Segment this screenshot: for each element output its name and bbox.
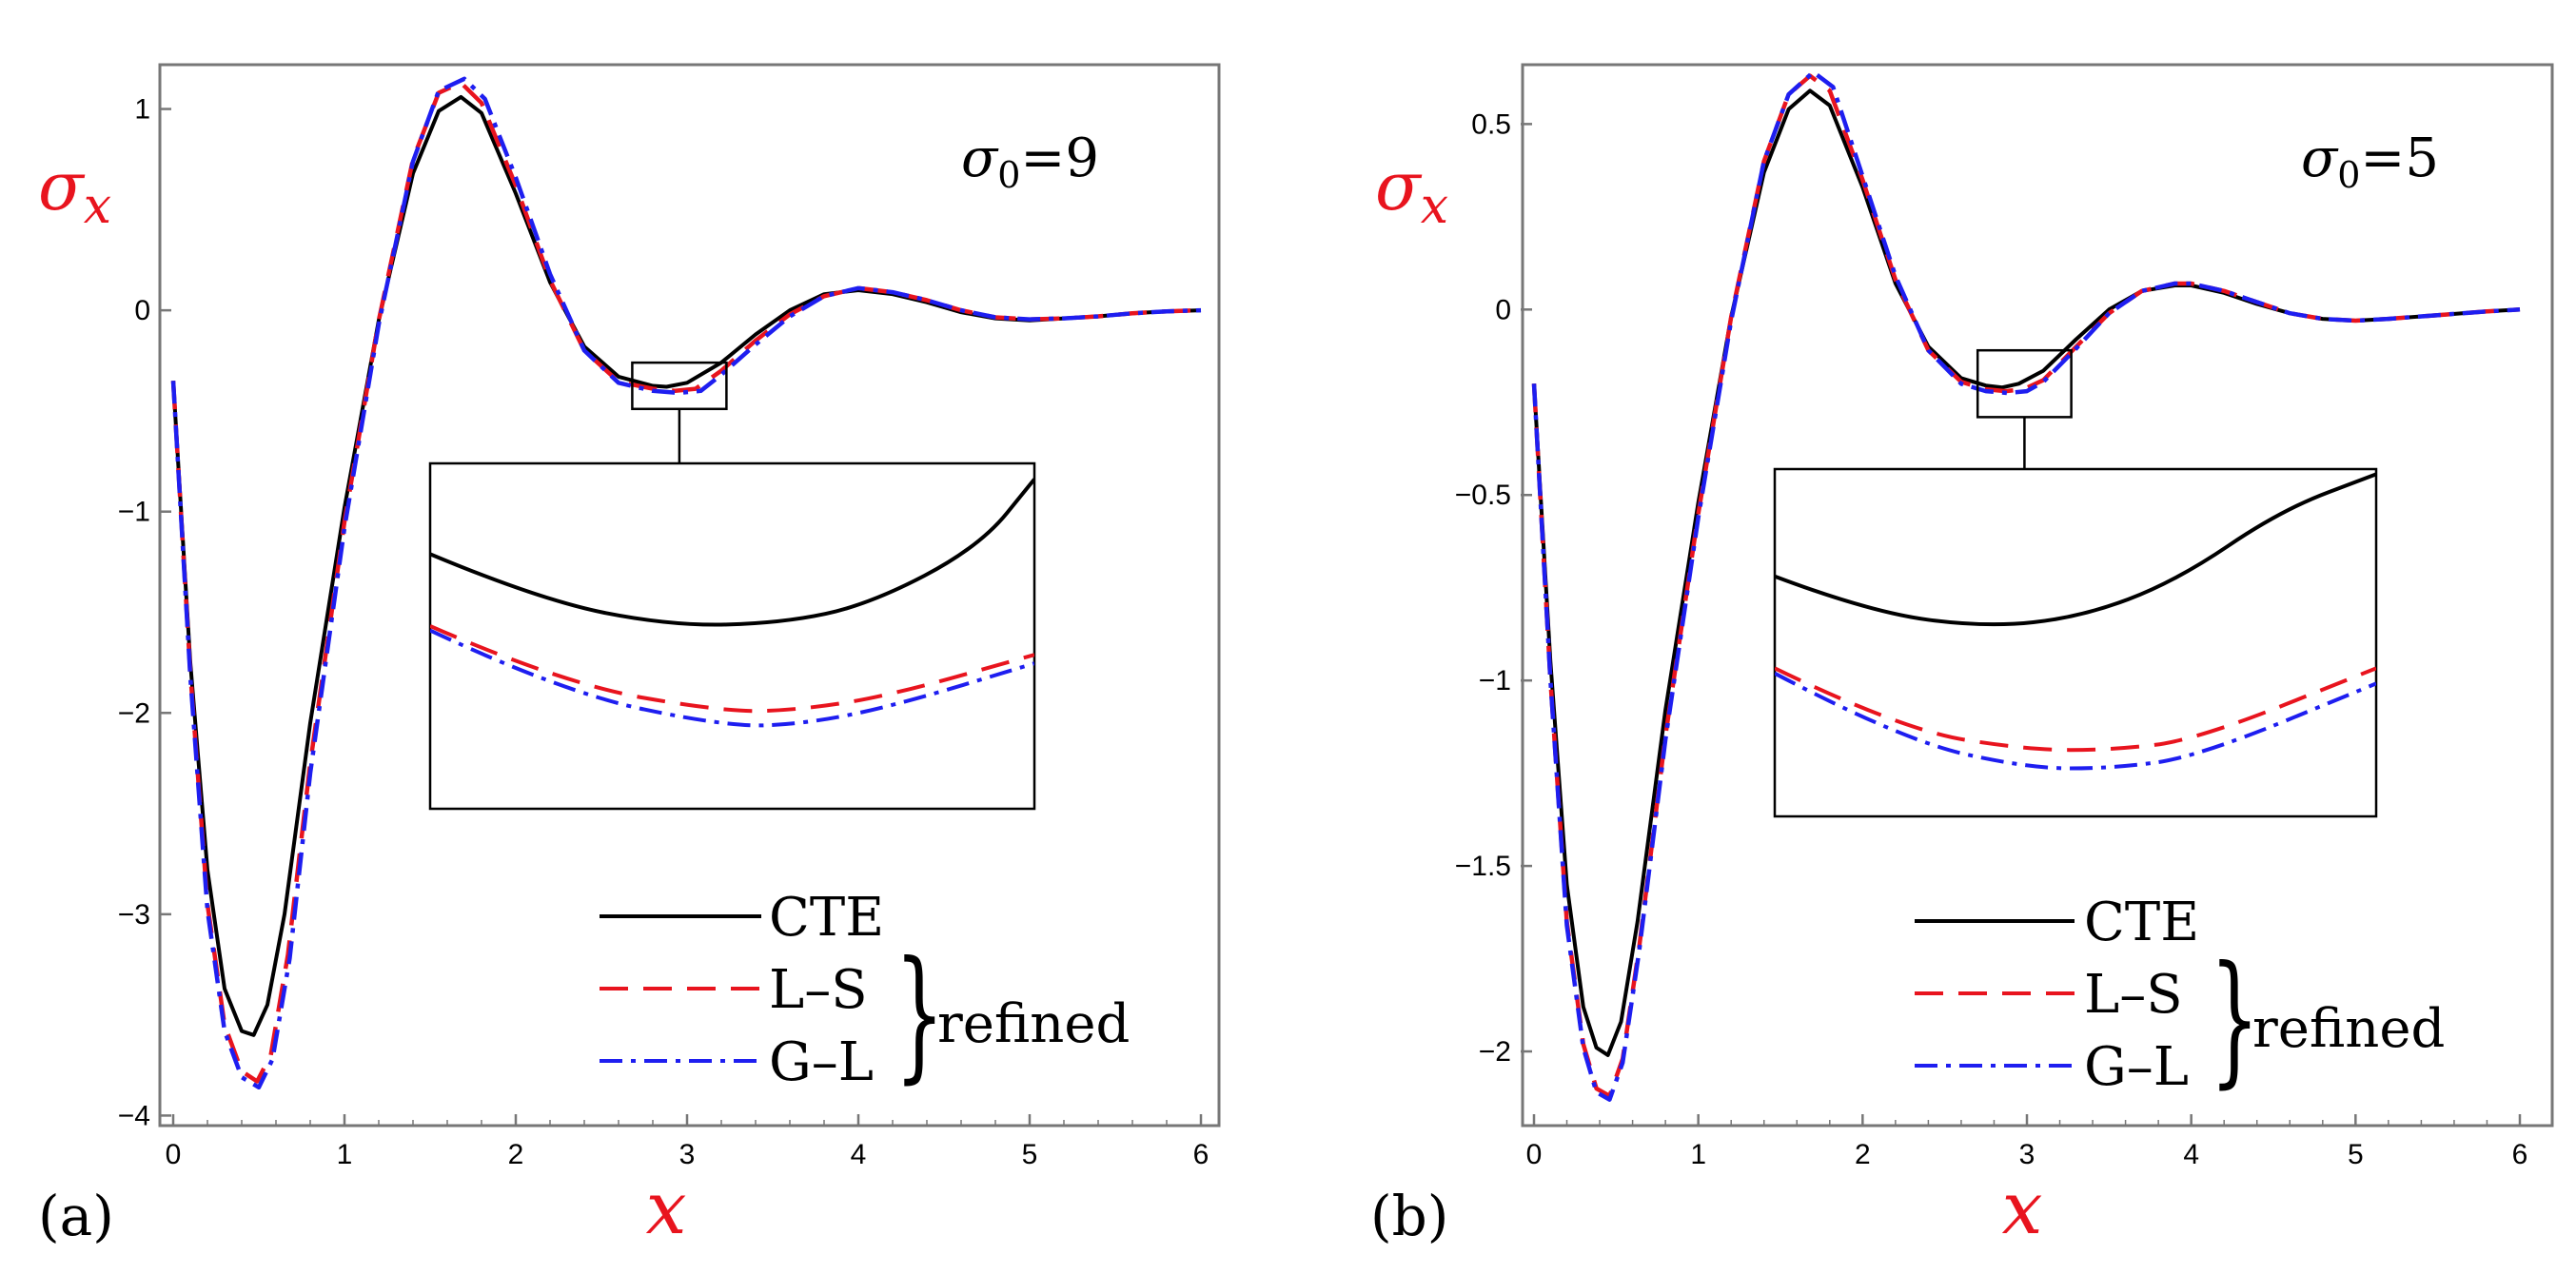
x-tick-label: 6 <box>2512 1139 2528 1170</box>
chart-panel-b: 0 1 2 3 4 5 6 0.5 0 −0.5 −1 −1.5 −2 CTE L–S G–L}refin… <box>1370 63 2554 1250</box>
y-tick-label: −1 <box>118 497 150 528</box>
inset-frame <box>1773 467 2378 818</box>
x-axis-label: x <box>646 1166 687 1250</box>
plot-frame <box>158 63 1221 1128</box>
plot-frame <box>1521 63 2554 1128</box>
inset-line-gl <box>1775 671 2376 771</box>
legend: CTE L–S G–L}refined <box>600 887 1130 1097</box>
x-tick-label: 3 <box>2019 1139 2035 1170</box>
x-tick-label: 4 <box>851 1139 867 1170</box>
legend: CTE L–S G–L}refined <box>1915 892 2445 1102</box>
panel-label: (a) <box>38 1184 114 1248</box>
legend-label: CTE <box>769 887 884 949</box>
curves <box>170 76 1202 1090</box>
legend-group-label: refined <box>2252 998 2445 1060</box>
x-tick-label: 6 <box>1193 1139 1209 1170</box>
series-line-gl <box>170 76 1202 1090</box>
x-axis-label: x <box>2002 1166 2043 1250</box>
inset-line-cte <box>1775 472 2376 627</box>
y-tick-label: −2 <box>1479 1036 1511 1068</box>
x-tick-label: 2 <box>508 1139 524 1170</box>
legend-label: G–L <box>769 1031 874 1093</box>
zoom-box <box>631 361 728 411</box>
x-axis: 0 1 2 3 4 5 6 <box>166 1114 1209 1170</box>
inset-line-ls <box>1775 666 2376 753</box>
x-tick-label: 0 <box>1526 1139 1543 1170</box>
curves <box>1531 69 2521 1102</box>
inset-plot <box>1773 467 2378 818</box>
x-tick-label: 5 <box>1022 1139 1038 1170</box>
zoom-box <box>1976 348 2073 419</box>
series-line-gl <box>1531 69 2521 1102</box>
legend-brace: } <box>2210 935 2259 1102</box>
x-tick-label: 2 <box>1855 1139 1871 1170</box>
legend-label: L–S <box>2084 964 2183 1026</box>
y-tick-label: −2 <box>118 697 150 729</box>
legend-label: CTE <box>2084 892 2199 953</box>
x-tick-label: 5 <box>2348 1139 2364 1170</box>
y-axis: 1 0 −1 −2 −3 −4 <box>118 94 171 1131</box>
x-tick-label: 0 <box>166 1139 182 1170</box>
x-axis: 0 1 2 3 4 5 6 <box>1526 1114 2528 1170</box>
y-tick-label: −0.5 <box>1455 480 1511 511</box>
panel-label: (b) <box>1370 1184 1448 1248</box>
y-tick-label: 0.5 <box>1471 108 1511 140</box>
inset-line-gl <box>430 628 1034 728</box>
parameter-label: σ0=9 <box>961 128 1099 196</box>
inset-line-ls <box>430 624 1034 714</box>
chart-panel-a: 0 1 2 3 4 5 6 1 0 −1 −2 −3 −4 CTE L–S G–L}refined σ0=… <box>38 63 1221 1250</box>
legend-label: L–S <box>769 959 868 1021</box>
x-tick-label: 3 <box>679 1139 696 1170</box>
parameter-label: σ0=5 <box>2301 128 2439 196</box>
x-tick-label: 1 <box>1690 1139 1706 1170</box>
y-tick-label: −4 <box>118 1100 150 1131</box>
y-tick-label: −1 <box>1479 665 1511 696</box>
legend-group-label: refined <box>937 993 1130 1055</box>
y-tick-label: 0 <box>134 295 150 326</box>
y-tick-label: −1.5 <box>1455 851 1511 882</box>
inset-plot <box>428 461 1036 811</box>
inset-frame <box>428 461 1036 811</box>
legend-brace: } <box>895 931 944 1097</box>
legend-label: G–L <box>2084 1036 2189 1098</box>
x-tick-label: 4 <box>2183 1139 2199 1170</box>
y-tick-label: 0 <box>1495 294 1511 325</box>
inset-line-cte <box>430 478 1034 627</box>
y-axis-label: σx <box>38 147 111 235</box>
y-tick-label: 1 <box>134 94 150 126</box>
x-tick-label: 1 <box>337 1139 353 1170</box>
y-axis-label: σx <box>1375 147 1448 235</box>
y-tick-label: −3 <box>118 899 150 931</box>
y-axis: 0.5 0 −0.5 −1 −1.5 −2 <box>1455 108 1532 1068</box>
